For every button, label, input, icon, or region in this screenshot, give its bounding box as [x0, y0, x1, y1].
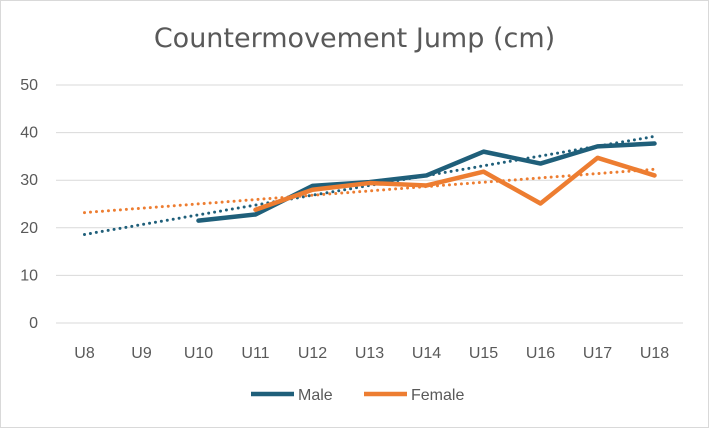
x-tick-label-U12: U12 [298, 345, 327, 362]
x-tick-label-U15: U15 [469, 345, 498, 362]
x-tick-label-U10: U10 [184, 345, 213, 362]
legend-label-female: Female [411, 387, 464, 404]
x-tick-label-U9: U9 [131, 345, 152, 362]
y-tick-label-50: 50 [20, 77, 38, 94]
x-tick-label-U8: U8 [74, 345, 95, 362]
series-line-female [253, 155, 657, 212]
y-tick-label-0: 0 [29, 315, 38, 332]
x-tick-label-U14: U14 [412, 345, 441, 362]
series-line-male [196, 141, 657, 223]
chart-title: Countermovement Jump (cm) [153, 23, 556, 54]
y-tick-label-30: 30 [20, 172, 38, 189]
x-tick-label-U13: U13 [355, 345, 384, 362]
legend-label-male: Male [298, 387, 333, 404]
trendline-male [83, 134, 656, 236]
y-tick-label-20: 20 [20, 220, 38, 237]
x-tick-label-U16: U16 [526, 345, 555, 362]
y-tick-label-40: 40 [20, 125, 38, 142]
y-tick-label-10: 10 [20, 267, 38, 284]
trendline-female [83, 167, 656, 215]
x-tick-label-U17: U17 [583, 345, 612, 362]
x-tick-label-U11: U11 [241, 345, 269, 362]
x-tick-label-U18: U18 [640, 345, 669, 362]
